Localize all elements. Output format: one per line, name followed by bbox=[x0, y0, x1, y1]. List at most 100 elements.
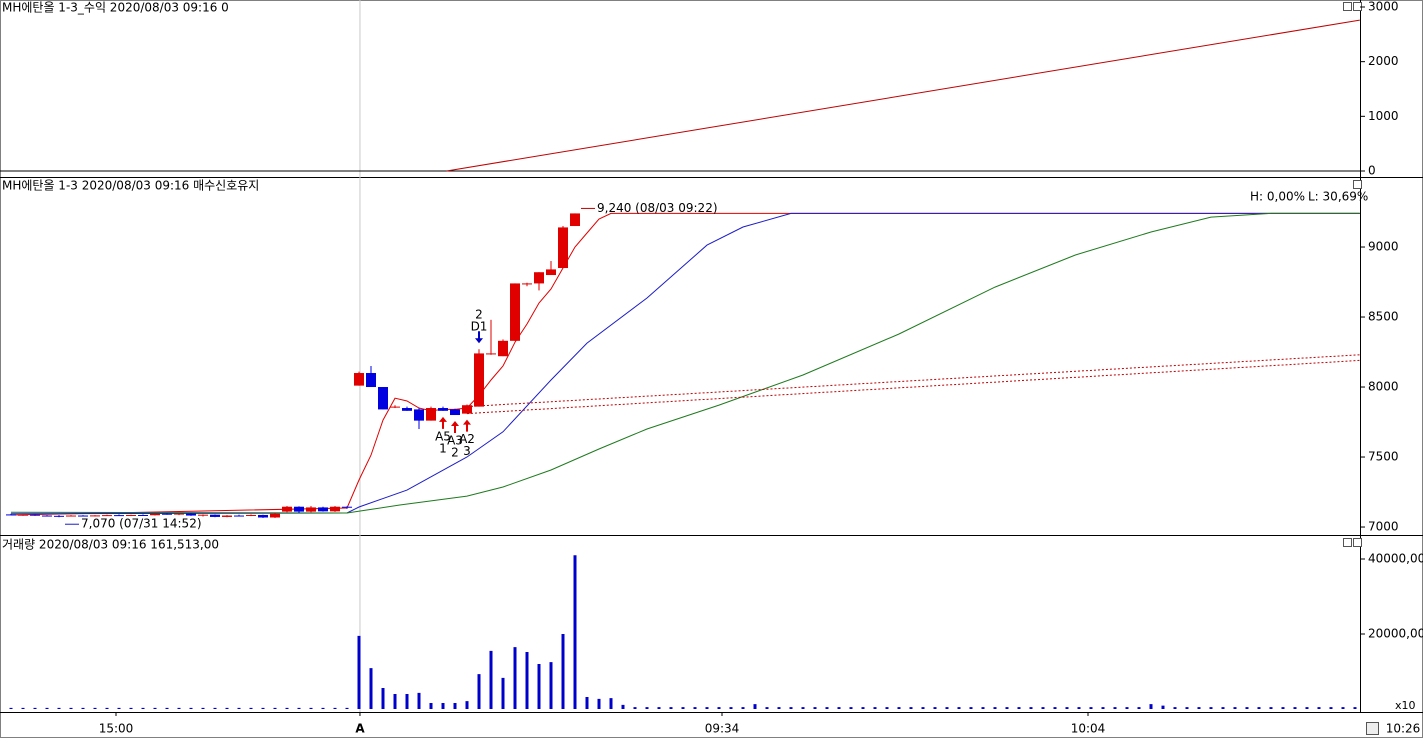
y-tick-label: 7000 bbox=[1368, 520, 1399, 534]
volume-bar bbox=[1233, 707, 1237, 710]
volume-bar bbox=[1161, 705, 1165, 710]
candle-body bbox=[30, 514, 41, 516]
volume-bar bbox=[369, 668, 373, 710]
candle-body bbox=[186, 513, 197, 516]
maximize-button[interactable] bbox=[1343, 2, 1352, 11]
volume-bar bbox=[1065, 707, 1069, 710]
volume-bar bbox=[693, 707, 697, 710]
unit-label: x10 bbox=[1395, 699, 1416, 712]
volume-bar bbox=[609, 698, 613, 710]
x-tick-label: 09:34 bbox=[705, 722, 740, 736]
candle-body bbox=[510, 283, 521, 341]
y-tick-label: 20000,00 bbox=[1368, 627, 1423, 641]
volume-bar bbox=[45, 707, 49, 710]
candle-body bbox=[18, 514, 29, 516]
volume-bar bbox=[453, 703, 457, 710]
volume-bar bbox=[1197, 707, 1201, 710]
candle-body bbox=[498, 340, 509, 357]
volume-bar bbox=[177, 707, 181, 710]
volume-bar bbox=[525, 652, 529, 710]
volume-bar bbox=[801, 707, 805, 710]
volume-bar bbox=[141, 707, 145, 710]
y-tick-label: 40000,00 bbox=[1368, 552, 1423, 566]
x-tick-label: 10:26 bbox=[1386, 722, 1421, 736]
volume-bar bbox=[945, 707, 949, 710]
candle-body bbox=[462, 405, 473, 414]
volume-bar bbox=[861, 707, 865, 710]
volume-bar bbox=[1329, 707, 1333, 710]
candle-body bbox=[318, 507, 329, 512]
y-tick-label: 8500 bbox=[1368, 310, 1399, 324]
volume-bar bbox=[1101, 707, 1105, 710]
candle-body bbox=[282, 506, 293, 512]
volume-bar bbox=[1281, 707, 1285, 710]
volume-bar bbox=[1317, 707, 1321, 710]
signal-label: A3 bbox=[447, 434, 463, 448]
volume-bar bbox=[909, 707, 913, 710]
volume-bar bbox=[981, 707, 985, 710]
zoom-button[interactable] bbox=[1366, 722, 1379, 735]
y-tick-label: 2000 bbox=[1368, 54, 1399, 68]
volume-bar bbox=[669, 707, 673, 710]
candle-body bbox=[78, 515, 89, 517]
signal-label: 3 bbox=[463, 444, 471, 458]
candle-body bbox=[258, 514, 269, 518]
volume-bar bbox=[501, 677, 505, 710]
signal-label: 2 bbox=[475, 308, 483, 322]
volume-bar bbox=[729, 707, 733, 710]
candle-body bbox=[570, 213, 581, 227]
volume-bar bbox=[225, 707, 229, 710]
signal-label: A2 bbox=[459, 432, 475, 446]
volume-bar bbox=[321, 707, 325, 710]
candle-body bbox=[558, 227, 569, 269]
volume-bar bbox=[573, 555, 577, 710]
volume-bar bbox=[549, 662, 553, 710]
volume-bar bbox=[1089, 707, 1093, 710]
maximize-button[interactable] bbox=[1353, 180, 1362, 189]
volume-bar bbox=[381, 688, 385, 710]
signal-arrow bbox=[439, 416, 448, 429]
volume-bar bbox=[933, 707, 937, 710]
volume-bar bbox=[1137, 707, 1141, 710]
panel-buttons[interactable] bbox=[1343, 2, 1379, 735]
volume-bar bbox=[261, 707, 265, 710]
volume-bar bbox=[57, 707, 61, 710]
y-tick-label: 1000 bbox=[1368, 109, 1399, 123]
volume-bar bbox=[249, 707, 253, 710]
volume-bar bbox=[897, 707, 901, 710]
volume-bar bbox=[33, 707, 37, 710]
volume-bar bbox=[201, 707, 205, 710]
candle-body bbox=[414, 409, 425, 421]
volume-bar bbox=[1005, 707, 1009, 710]
range-label: L: 30,69% bbox=[1308, 190, 1368, 204]
panel-title: MH에탄올 1-3_수익 2020/08/03 09:16 0 bbox=[2, 1, 229, 15]
annotation-label: 7,070 (07/31 14:52) bbox=[81, 517, 202, 531]
volume-bar bbox=[789, 707, 793, 710]
candle-body bbox=[330, 506, 341, 512]
candle-body bbox=[450, 409, 461, 416]
moving-average bbox=[10, 212, 1360, 514]
volume-bar bbox=[1041, 707, 1045, 710]
volume-bar bbox=[813, 707, 817, 710]
maximize-button[interactable] bbox=[1343, 538, 1352, 547]
candle-body bbox=[66, 515, 77, 517]
y-tick-label: 0 bbox=[1368, 163, 1376, 177]
signal-label: 1 bbox=[439, 441, 447, 455]
panel: MH에탄올 1-3 2020/08/03 09:16 매수신호유지 7000 750… bbox=[2, 179, 1399, 534]
volume-bar bbox=[417, 692, 421, 710]
x-tick-label: 15:00 bbox=[99, 722, 134, 736]
volume-bar bbox=[1305, 707, 1309, 710]
candle-body bbox=[114, 515, 125, 517]
volume-bar bbox=[1053, 707, 1057, 710]
volume-bar bbox=[117, 707, 121, 710]
close-button[interactable] bbox=[1353, 538, 1362, 547]
volume-bar bbox=[765, 707, 769, 710]
candle-body bbox=[306, 507, 317, 512]
candle-body bbox=[222, 515, 233, 517]
volume-bar bbox=[741, 707, 745, 710]
volume-bar bbox=[777, 707, 781, 710]
volume-bar bbox=[1077, 707, 1081, 710]
volume-bar bbox=[921, 707, 925, 710]
volume-bar bbox=[1353, 707, 1357, 710]
candle-body bbox=[150, 513, 161, 516]
